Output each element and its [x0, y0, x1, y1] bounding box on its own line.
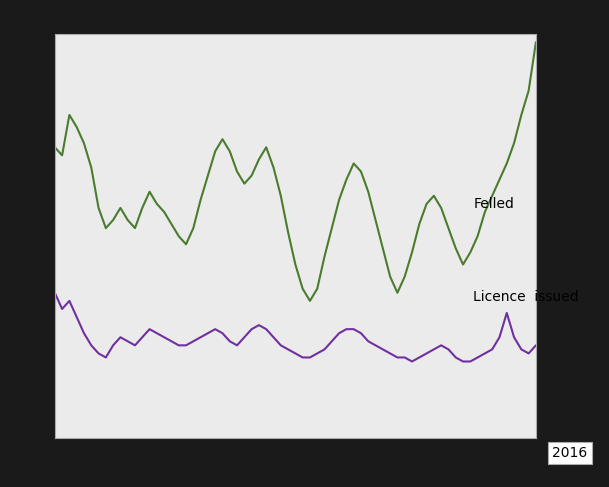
Text: Licence  issued: Licence issued	[473, 290, 579, 304]
Text: 2016: 2016	[552, 446, 588, 460]
Text: Felled: Felled	[473, 197, 514, 211]
